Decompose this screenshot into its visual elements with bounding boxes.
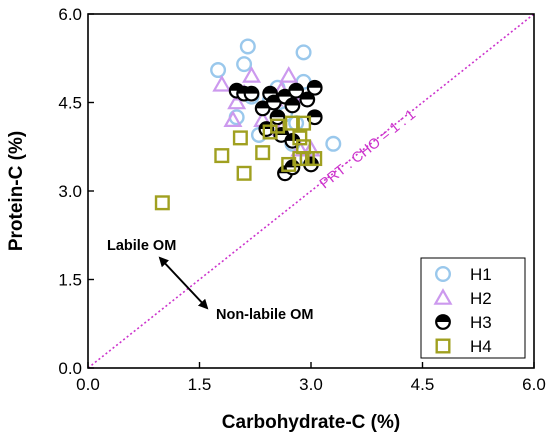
x-tick-label: 4.5 (411, 375, 435, 394)
legend-label-h3: H3 (470, 313, 492, 332)
point-h3 (243, 85, 260, 102)
point-h4 (154, 195, 170, 211)
point-h1 (239, 38, 256, 55)
data-points (154, 38, 342, 211)
point-h2 (227, 92, 247, 110)
x-axis-title: Carbohydrate-C (%) (222, 412, 400, 433)
x-tick-label: 3.0 (299, 375, 323, 394)
axis-ticks: 0.0 1.5 3.0 4.5 6.0 0.0 1.5 3.0 4.5 6.0 (58, 5, 545, 394)
labile-om-annotation: Labile OM (107, 238, 176, 254)
y-tick-label: 1.5 (58, 271, 82, 290)
y-tick-label: 3.0 (58, 182, 82, 201)
point-h3 (284, 97, 301, 114)
point-h3 (269, 109, 286, 126)
x-tick-label: 0.0 (76, 375, 100, 394)
x-tick-label: 1.5 (188, 375, 212, 394)
y-tick-label: 6.0 (58, 5, 82, 24)
legend-marker-h2 (433, 288, 453, 305)
legend-label-h4: H4 (470, 337, 492, 356)
legend: H1 H2 H3 H4 (420, 257, 526, 359)
point-h1 (325, 135, 342, 152)
legend-marker-h1 (435, 266, 452, 283)
point-h4 (292, 130, 308, 146)
point-h4 (270, 118, 286, 134)
point-h3 (306, 79, 323, 96)
y-tick-label: 4.5 (58, 94, 82, 113)
point-h4 (296, 115, 312, 131)
point-h1 (210, 62, 227, 79)
y-tick-label: 0.0 (58, 359, 82, 378)
point-h4 (214, 148, 230, 164)
legend-marker-h4 (435, 338, 451, 354)
point-h1 (236, 56, 253, 73)
legend-box (420, 257, 526, 359)
legend-label-h1: H1 (470, 265, 492, 284)
legend-label-h2: H2 (470, 289, 492, 308)
point-h2 (223, 110, 243, 128)
point-h1 (295, 44, 312, 61)
point-h3 (299, 91, 316, 108)
y-axis-title: Protein-C (%) (6, 131, 27, 251)
point-h4 (307, 151, 323, 167)
point-h4 (255, 145, 271, 161)
legend-marker-h3 (435, 314, 451, 330)
series-h4 (154, 115, 323, 211)
point-h4 (236, 165, 252, 181)
point-h2 (279, 66, 299, 83)
point-h3 (288, 82, 305, 99)
point-h4 (284, 115, 300, 131)
labile-direction-arrow (158, 256, 209, 310)
point-h2 (212, 74, 232, 92)
non-labile-om-annotation: Non-labile OM (216, 307, 313, 323)
point-h2 (301, 139, 321, 157)
point-h4 (232, 130, 248, 146)
x-tick-label: 6.0 (522, 375, 546, 394)
point-h2 (242, 66, 262, 83)
